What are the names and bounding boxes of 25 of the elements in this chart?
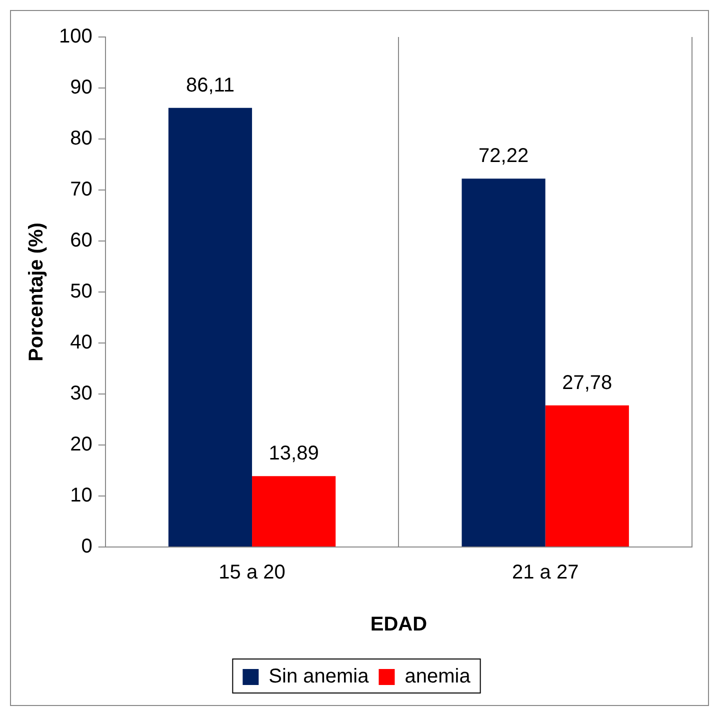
y-tick-label: 70: [70, 178, 92, 201]
y-tick-label: 80: [70, 128, 92, 150]
y-tick-label: 60: [70, 230, 92, 252]
legend-label: Sin anemia: [268, 666, 370, 688]
y-tick-label: 30: [70, 382, 92, 405]
bar: [252, 476, 336, 546]
x-tick-label: 21 a 27: [512, 562, 579, 584]
data-label: 13,89: [268, 442, 319, 465]
data-label: 27,78: [562, 372, 612, 394]
y-tick-label: 90: [70, 76, 92, 99]
y-axis-title: Porcentaje (%): [26, 222, 48, 362]
y-tick-label: 100: [58, 26, 92, 48]
bar: [545, 405, 629, 546]
legend-label: anemia: [404, 666, 472, 688]
y-tick-label: 40: [70, 332, 92, 354]
x-tick-label: 15 a 20: [218, 562, 286, 584]
y-tick-label: 10: [70, 484, 92, 507]
data-label: 72,22: [478, 145, 529, 168]
x-axis-title: EDAD: [370, 614, 428, 636]
bar: [462, 178, 546, 546]
data-label: 86,11: [186, 74, 235, 96]
y-tick-label: 0: [81, 536, 92, 558]
y-tick-label: 20: [70, 434, 92, 456]
y-tick-label: 50: [70, 280, 92, 303]
bar: [168, 108, 252, 546]
